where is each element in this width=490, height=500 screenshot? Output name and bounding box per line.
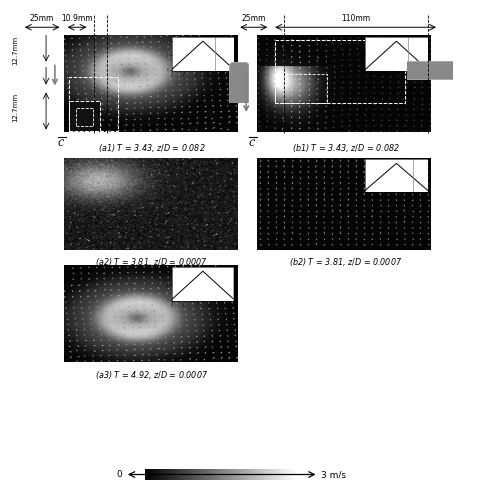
Text: 12.7mm: 12.7mm xyxy=(12,36,19,65)
Text: $\mathbf{\mathcal{C}}$: $\mathbf{\mathcal{C}}$ xyxy=(57,137,65,148)
FancyBboxPatch shape xyxy=(229,62,249,106)
FancyBboxPatch shape xyxy=(405,62,455,80)
Text: (a3) $T$ = 4.92, $z/D$ = 0.0007: (a3) $T$ = 4.92, $z/D$ = 0.0007 xyxy=(96,369,208,381)
Bar xyxy=(69,77,118,130)
Text: 3 m/s: 3 m/s xyxy=(321,470,346,479)
Text: (a2) $T$ = 3.81, $z/D$ = 0.0007: (a2) $T$ = 3.81, $z/D$ = 0.0007 xyxy=(96,256,208,268)
Text: $\mathbf{\mathcal{C}}$: $\mathbf{\mathcal{C}}$ xyxy=(248,137,256,148)
Bar xyxy=(69,102,100,130)
Bar xyxy=(274,40,405,104)
Bar xyxy=(274,74,327,104)
Text: (a1) $T$ = 3.43, $z/D$ = 0.082: (a1) $T$ = 3.43, $z/D$ = 0.082 xyxy=(98,142,206,154)
Text: 25mm: 25mm xyxy=(242,14,266,24)
Text: 110mm: 110mm xyxy=(341,14,370,24)
Text: 25mm: 25mm xyxy=(30,14,54,24)
Text: 0: 0 xyxy=(117,470,122,479)
Text: (b2) $T$ = 3.81, $z/D$ = 0.0007: (b2) $T$ = 3.81, $z/D$ = 0.0007 xyxy=(290,256,402,268)
Text: (b1) $T$ = 3.43, $z/D$ = 0.082: (b1) $T$ = 3.43, $z/D$ = 0.082 xyxy=(292,142,400,154)
Bar xyxy=(76,108,93,126)
Text: 10.9mm: 10.9mm xyxy=(61,14,93,24)
Text: 12.7mm: 12.7mm xyxy=(12,93,19,122)
